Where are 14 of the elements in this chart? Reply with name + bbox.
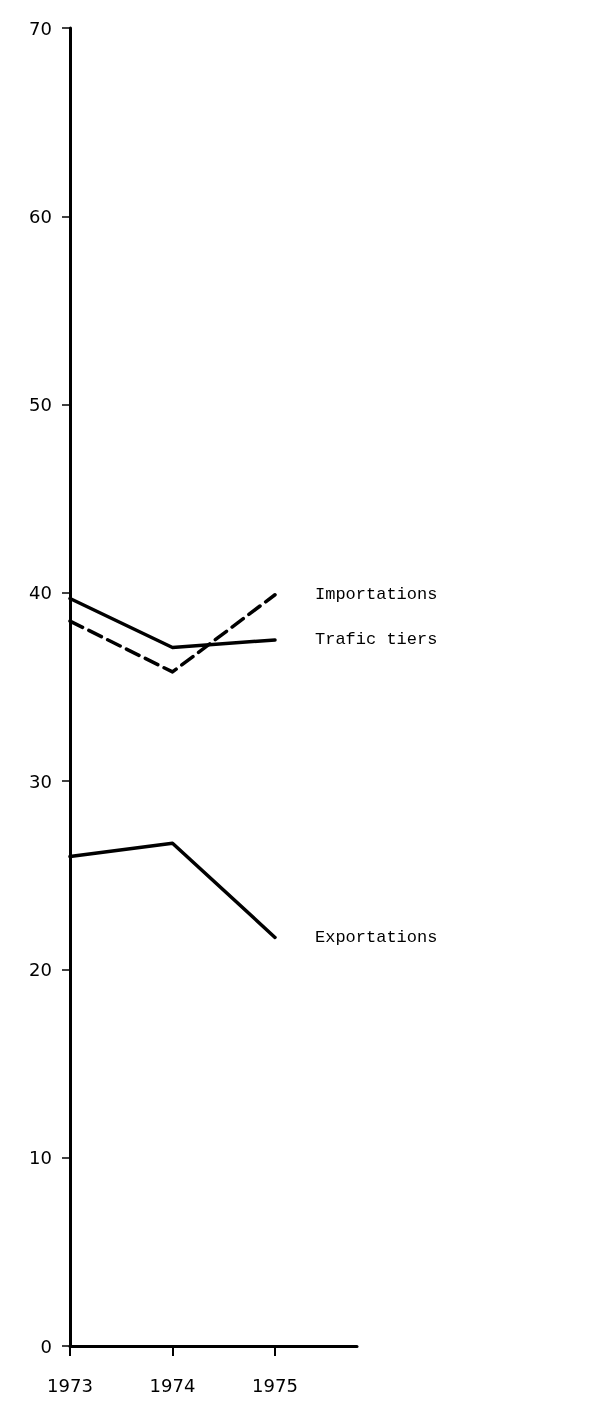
y-tick-label: 40 [29, 582, 52, 604]
x-tick-label: 1973 [47, 1374, 93, 1396]
text: Trafic tiers [315, 630, 438, 650]
y-tick-label: 20 [29, 958, 52, 980]
y-tick-label: 50 [29, 394, 52, 416]
y-tick-label: 0 [40, 1335, 52, 1357]
y-tick-label: 60 [29, 205, 52, 227]
y-tick-label: 30 [29, 770, 52, 792]
text: Importations [315, 585, 438, 605]
y-tick-label: 70 [29, 17, 52, 39]
y-tick-label: 10 [29, 1147, 52, 1169]
x-tick-label: 1975 [252, 1374, 298, 1396]
x-tick-label: 1974 [149, 1374, 196, 1396]
text: Exportations [315, 927, 438, 947]
